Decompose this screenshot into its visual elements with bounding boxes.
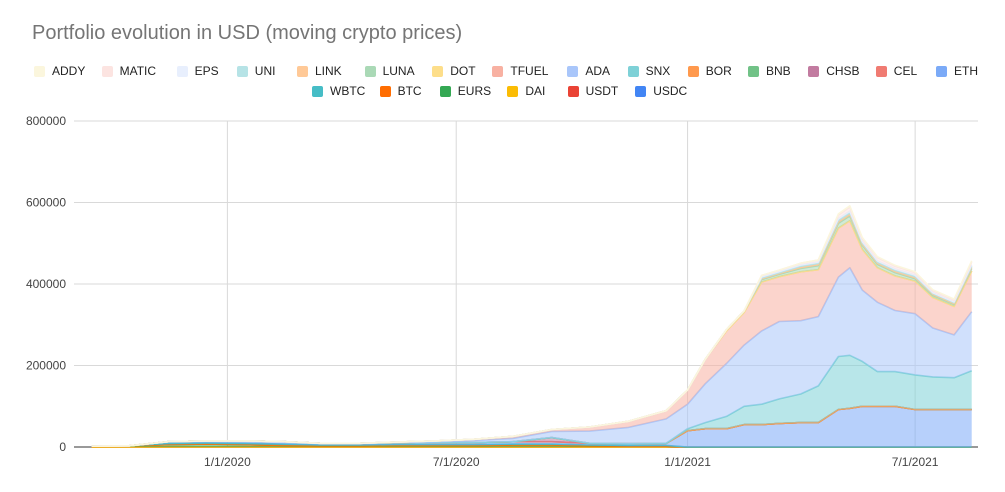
legend-item-eth: ETH xyxy=(936,62,978,80)
y-tick-label: 400000 xyxy=(26,277,66,291)
legend-label: USDT xyxy=(585,84,619,98)
legend-row: ADDY MATIC EPS UNI LINK LUNA DOT TFUEL ADA SNX BOR… xyxy=(0,62,1005,80)
area-ada xyxy=(91,267,972,447)
legend-label: WBTC xyxy=(330,84,366,98)
legend-swatch xyxy=(176,65,188,77)
legend-swatch xyxy=(748,65,759,77)
x-tick-label: 1/1/2021 xyxy=(664,455,711,469)
legend-label: BNB xyxy=(766,64,791,78)
legend-item-chsb: CHSB xyxy=(808,62,860,80)
area-eth xyxy=(91,406,972,447)
legend-swatch xyxy=(808,65,820,77)
legend-swatch xyxy=(101,65,113,77)
legend-label: ADDY xyxy=(52,64,86,78)
legend-swatch xyxy=(687,65,699,77)
x-tick-label: 7/1/2020 xyxy=(433,455,480,469)
legend-label: ADA xyxy=(585,64,611,78)
legend-swatch xyxy=(34,65,45,77)
legend-label: EURS xyxy=(457,84,492,98)
legend-swatch xyxy=(439,85,451,97)
legend-label: CEL xyxy=(893,64,918,78)
legend-label: DAI xyxy=(525,84,546,98)
legend-item-usdc: USDC xyxy=(635,82,687,100)
legend-swatch xyxy=(364,65,376,77)
x-tick-label: 1/1/2020 xyxy=(204,455,251,469)
legend-item-link: LINK xyxy=(297,62,342,80)
legend-item-addy: ADDY xyxy=(34,62,85,80)
legend-swatch xyxy=(627,65,639,77)
legend-item-luna: LUNA xyxy=(364,62,415,80)
area-wbtc xyxy=(91,442,972,447)
legend-swatch xyxy=(875,65,887,77)
legend-item-tfuel: TFUEL xyxy=(492,62,548,80)
legend-label: USDC xyxy=(653,84,688,98)
y-tick-label: 800000 xyxy=(26,114,66,128)
legend-swatch xyxy=(936,65,947,77)
legend-label: BTC xyxy=(397,84,422,98)
legend-swatch xyxy=(567,85,579,97)
legend-label: SNX xyxy=(645,64,671,78)
legend-item-uni: UNI xyxy=(236,62,276,80)
legend-label: UNI xyxy=(254,64,276,78)
legend-item-bor: BOR xyxy=(687,62,732,80)
x-tick-label: 7/1/2021 xyxy=(892,455,939,469)
legend-item-eurs: EURS xyxy=(439,82,492,100)
legend-swatch xyxy=(492,65,504,77)
legend-swatch xyxy=(507,85,519,97)
y-tick-label: 0 xyxy=(59,440,66,454)
legend-item-dot: DOT xyxy=(432,62,476,80)
legend-swatch xyxy=(379,85,391,97)
legend-item-cel: CEL xyxy=(875,62,918,80)
chart-title: Portfolio evolution in USD (moving crypt… xyxy=(32,22,463,44)
legend-item-wbtc: WBTC xyxy=(312,82,365,100)
legend-item-snx: SNX xyxy=(627,62,671,80)
legend-item-matic: MATIC xyxy=(101,62,157,80)
y-tick-label: 200000 xyxy=(26,359,66,373)
legend-swatch xyxy=(432,65,444,77)
legend-item-dai: DAI xyxy=(507,82,545,100)
legend-label: EPS xyxy=(194,64,219,78)
legend-label: DOT xyxy=(450,64,476,78)
legend-swatch xyxy=(312,85,323,97)
legend-swatch xyxy=(567,65,579,77)
line-addy xyxy=(91,205,973,447)
legend-item-ada: ADA xyxy=(567,62,610,80)
legend-item-usdt: USDT xyxy=(567,82,619,100)
legend-label: CHSB xyxy=(826,64,860,78)
legend-item-eps: EPS xyxy=(176,62,219,80)
legend-row: WBTC BTC EURS DAI USDT USDC xyxy=(0,82,1005,100)
legend-label: LUNA xyxy=(382,64,415,78)
legend-label: MATIC xyxy=(119,64,157,78)
area-snx xyxy=(91,355,972,447)
y-tick-label: 600000 xyxy=(26,196,66,210)
legend-swatch xyxy=(236,65,248,77)
legend-item-bnb: BNB xyxy=(748,62,791,80)
legend-label: BOR xyxy=(705,64,732,78)
legend-label: LINK xyxy=(315,64,342,78)
legend-swatch xyxy=(635,85,647,97)
legend-item-btc: BTC xyxy=(379,82,422,100)
legend-label: ETH xyxy=(954,64,978,78)
legend-swatch xyxy=(297,65,308,77)
legend-label: TFUEL xyxy=(510,64,549,78)
